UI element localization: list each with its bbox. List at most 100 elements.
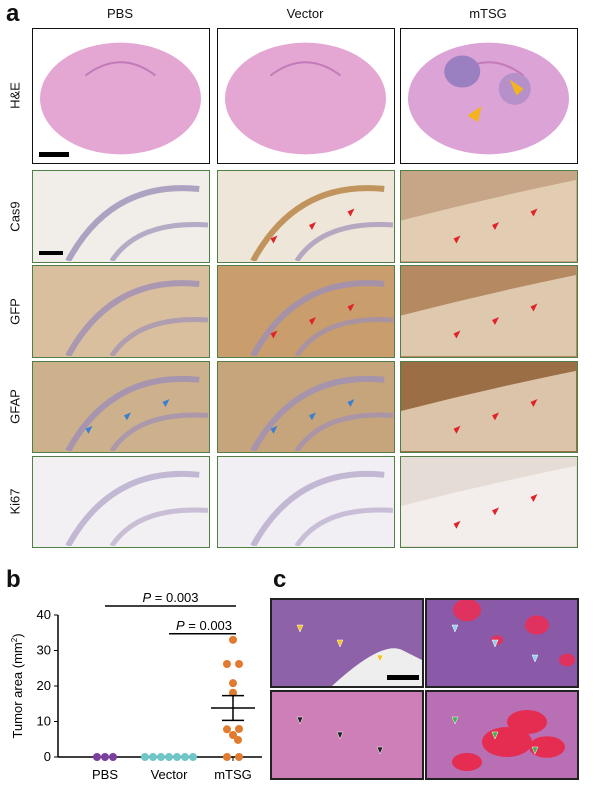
data-point-mtsg xyxy=(229,635,237,644)
p-value-label: P = 0.003 xyxy=(142,590,198,605)
arrowhead-icon xyxy=(296,624,304,633)
panel-b-label: b xyxy=(6,566,21,593)
data-point-mtsg xyxy=(235,724,243,733)
arrowhead-icon xyxy=(453,425,461,434)
arrowhead-icon xyxy=(451,624,459,633)
arrowhead-icon xyxy=(270,425,278,434)
arrowhead-icon xyxy=(270,235,278,244)
p-value-label: P = 0.003 xyxy=(176,618,232,633)
data-point-pbs xyxy=(101,753,109,761)
he-micrograph-1 xyxy=(270,598,424,688)
panel-c-label: c xyxy=(273,566,287,593)
panel-a-label: a xyxy=(6,0,20,27)
data-point-vector xyxy=(189,753,197,761)
data-point-pbs xyxy=(93,753,101,761)
y-tick-label: 40 xyxy=(37,607,51,622)
arrowhead-icon xyxy=(492,412,499,421)
micrograph-gfp-vector xyxy=(217,265,395,358)
data-point-mtsg xyxy=(229,730,237,739)
scale-bar xyxy=(39,152,69,157)
data-point-mtsg xyxy=(223,753,231,761)
arrowhead-icon xyxy=(530,494,538,503)
arrowhead-icon xyxy=(453,520,461,529)
arrowhead-icon xyxy=(85,425,93,434)
micrograph-gfap-mtsg xyxy=(400,361,578,453)
arrowhead-icon xyxy=(492,317,499,325)
micrograph-ki67-mtsg xyxy=(400,456,578,548)
tumor-area-chart: 0 10 20 30 40 PBS Vector mTSG Tumor area (mm2) P … xyxy=(10,590,262,782)
row-label-ki67: Ki67 xyxy=(7,488,23,515)
micrograph-he-mtsg xyxy=(400,28,578,164)
data-point-mtsg xyxy=(223,725,231,734)
arrowhead-icon xyxy=(124,412,131,421)
data-point-vector xyxy=(149,753,157,761)
arrowhead-icon xyxy=(336,731,344,740)
arrowhead-icon xyxy=(376,654,384,663)
arrowhead-icon xyxy=(530,303,538,312)
data-point-vector xyxy=(173,753,181,761)
scale-bar xyxy=(387,675,419,680)
x-tick-label-mtsg: mTSG xyxy=(214,767,252,782)
column-header-pbs: PBS xyxy=(106,6,133,21)
yellow-arrowhead-icon xyxy=(467,106,482,123)
data-point-mtsg xyxy=(234,735,242,744)
arrowhead-icon xyxy=(491,639,499,648)
micrograph-ki67-pbs xyxy=(32,456,210,548)
arrowhead-icon xyxy=(347,303,355,312)
x-tick-label-pbs: PBS xyxy=(92,767,118,782)
arrowhead-icon xyxy=(530,208,538,217)
arrowhead-icon xyxy=(309,317,316,325)
arrowhead-icon xyxy=(309,222,316,230)
row-label-he: H&E xyxy=(7,82,23,109)
y-tick-label: 20 xyxy=(37,678,51,693)
micrograph-he-pbs xyxy=(32,28,210,164)
arrowhead-icon xyxy=(347,208,355,217)
row-label-gfp: GFP xyxy=(7,297,23,325)
arrowhead-icon xyxy=(162,399,170,408)
he-micrograph-4 xyxy=(425,690,579,780)
column-header-vector: Vector xyxy=(286,6,324,21)
he-micrograph-2 xyxy=(425,598,579,688)
arrowhead-icon xyxy=(491,731,499,740)
arrowhead-icon xyxy=(336,639,344,648)
data-point-vector xyxy=(157,753,165,761)
micrograph-gfap-pbs xyxy=(32,361,210,453)
arrowhead-icon xyxy=(347,399,355,408)
arrowhead-icon xyxy=(376,746,384,755)
y-tick-label: 0 xyxy=(44,749,51,764)
data-point-mtsg xyxy=(235,659,243,668)
data-point-mtsg xyxy=(235,753,243,761)
arrowhead-icon xyxy=(453,330,461,339)
row-label-gfap: GFAP xyxy=(7,389,23,424)
micrograph-ki67-vector xyxy=(217,456,395,548)
arrowhead-icon xyxy=(530,399,538,408)
y-tick-label: 10 xyxy=(37,714,51,729)
y-axis-label: Tumor area (mm2) xyxy=(10,633,25,738)
yellow-arrowhead-icon xyxy=(509,79,524,96)
arrowhead-icon xyxy=(270,330,278,339)
data-point-mtsg xyxy=(223,659,231,668)
arrowhead-icon xyxy=(492,507,499,516)
data-point-mtsg xyxy=(229,688,237,697)
arrowhead-icon xyxy=(531,654,539,663)
data-point-vector xyxy=(181,753,189,761)
arrowhead-icon xyxy=(531,746,539,755)
arrowhead-icon xyxy=(309,412,316,421)
scale-bar xyxy=(39,251,63,255)
data-point-vector xyxy=(165,753,173,761)
micrograph-cas9-pbs xyxy=(32,170,210,263)
arrowhead-icon xyxy=(296,716,304,725)
micrograph-cas9-mtsg xyxy=(400,170,578,263)
column-header-mtsg: mTSG xyxy=(469,6,507,21)
data-point-vector xyxy=(141,753,149,761)
arrowhead-icon xyxy=(453,235,461,244)
x-tick-label-vector: Vector xyxy=(151,767,189,782)
row-label-cas9: Cas9 xyxy=(7,200,23,232)
micrograph-cas9-vector xyxy=(217,170,395,263)
micrograph-he-vector xyxy=(217,28,395,164)
micrograph-gfp-pbs xyxy=(32,265,210,358)
arrowhead-icon xyxy=(451,716,459,725)
arrowhead-icon xyxy=(492,222,499,230)
micrograph-gfp-mtsg xyxy=(400,265,578,358)
